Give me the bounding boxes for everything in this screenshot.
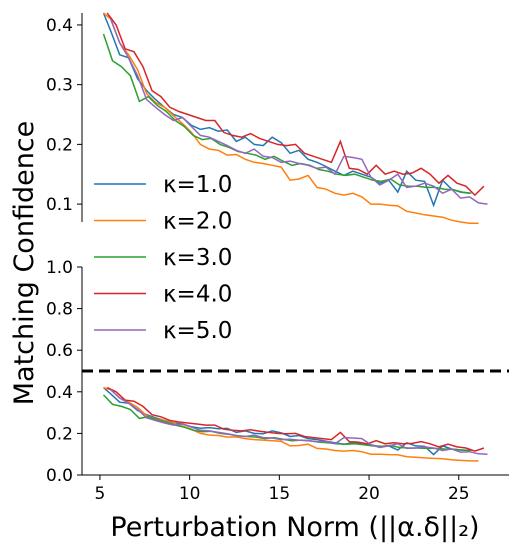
top-series-line-4 <box>106 12 485 197</box>
bottom-y-tick-label: 0.2 <box>46 424 73 444</box>
bottom-y-tick-label: 1.0 <box>46 258 73 278</box>
top-y-tick-label: 0.1 <box>46 195 73 215</box>
bottom-series-line-4 <box>106 386 485 452</box>
x-tick-label: 5 <box>95 484 106 504</box>
bottom-series-line-2 <box>103 386 479 462</box>
legend-label-2: κ=2.0 <box>163 209 232 235</box>
legend: κ=1.0 κ=2.0 κ=3.0 κ=4.0 κ=5.0 <box>94 172 232 344</box>
top-y-tick-label: 0.2 <box>46 135 73 155</box>
top-y-tick-label: 0.3 <box>46 76 73 96</box>
x-tick-label: 15 <box>269 484 291 504</box>
top-panel: 0.1 0.2 0.3 0.4 <box>46 12 488 224</box>
top-series-line-5 <box>109 18 488 205</box>
bottom-y-tick-label: 0.4 <box>46 383 73 403</box>
x-tick-label: 10 <box>179 484 201 504</box>
x-tick-label: 25 <box>448 484 470 504</box>
legend-label-5: κ=5.0 <box>163 318 232 344</box>
top-series-line-2 <box>103 12 479 224</box>
legend-label-1: κ=1.0 <box>163 172 232 198</box>
bottom-y-tick-label: 0.6 <box>46 341 73 361</box>
bottom-series-line-5 <box>110 389 488 455</box>
x-axis-label: Perturbation Norm (||α.δ||₂) <box>110 512 479 543</box>
legend-label-4: κ=4.0 <box>163 282 232 308</box>
top-series-line-3 <box>102 33 472 195</box>
y-axis-label: Matching Confidence <box>9 121 40 406</box>
bottom-panel: 0.0 0.2 0.4 0.6 0.8 1.0 5 10 15 20 25 <box>46 258 509 504</box>
top-y-tick-label: 0.4 <box>46 16 73 36</box>
legend-label-3: κ=3.0 <box>163 245 232 271</box>
bottom-y-tick-label: 0.0 <box>46 466 73 486</box>
x-tick-label: 20 <box>358 484 380 504</box>
bottom-y-tick-label: 0.8 <box>46 300 73 320</box>
